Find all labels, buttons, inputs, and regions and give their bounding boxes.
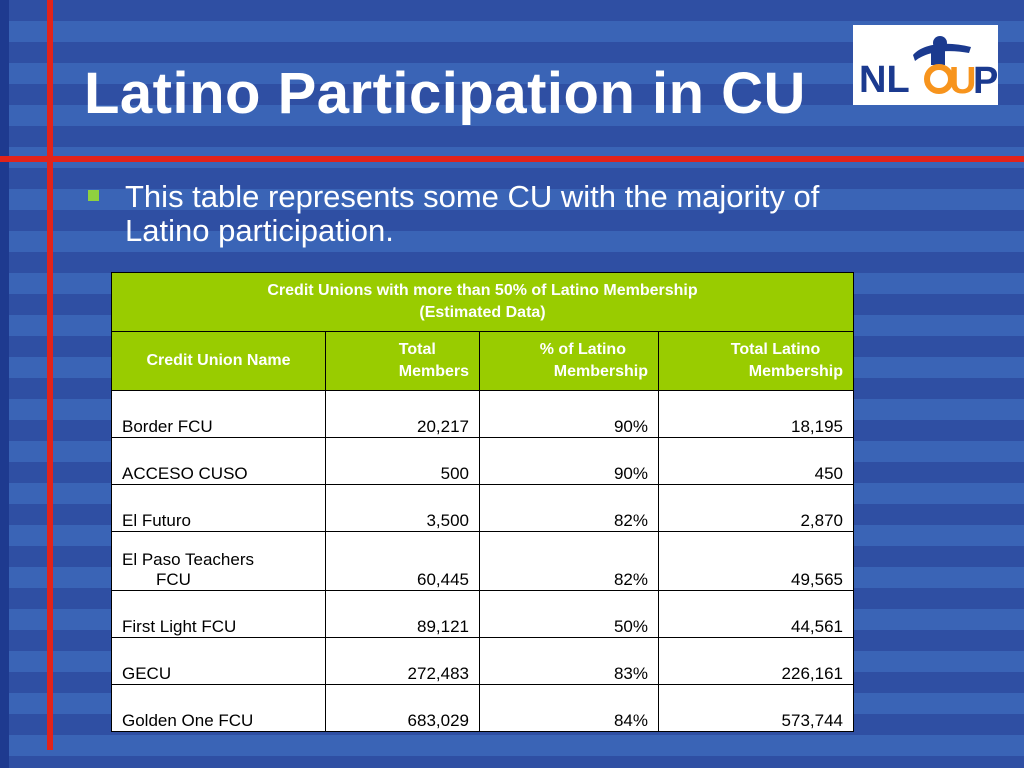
cell-total: 272,483 bbox=[325, 637, 480, 685]
bullet-square-icon bbox=[88, 190, 99, 201]
header-name: Credit Union Name bbox=[111, 331, 326, 391]
row-name-line-1: El Paso Teachers bbox=[122, 550, 254, 569]
table-row: GECU 272,483 83% 226,161 bbox=[111, 637, 854, 685]
cell-total: 3,500 bbox=[325, 484, 480, 532]
cell-name: El Paso Teachers FCU bbox=[111, 531, 326, 591]
cell-total: 683,029 bbox=[325, 684, 480, 732]
header-pct-line-1: % of Latino bbox=[539, 341, 626, 358]
left-edge-stripe bbox=[0, 0, 9, 768]
cell-pct: 83% bbox=[479, 637, 659, 685]
table-row: El Futuro 3,500 82% 2,870 bbox=[111, 484, 854, 532]
table-row: El Paso Teachers FCU 60,445 82% 49,565 bbox=[111, 531, 854, 591]
slide-title: Latino Participation in CU bbox=[84, 61, 806, 126]
header-latino-line-1: Total Latino bbox=[730, 341, 821, 358]
table-row: ACCESO CUSO 500 90% 450 bbox=[111, 437, 854, 485]
cell-name: GECU bbox=[111, 637, 326, 685]
cell-latino: 450 bbox=[658, 437, 854, 485]
table-header-row: Credit Union Name Total Members % of Lati… bbox=[111, 331, 854, 391]
cell-pct: 50% bbox=[479, 590, 659, 638]
cell-latino: 18,195 bbox=[658, 390, 854, 438]
caption-line-1: Credit Unions with more than 50% of Lati… bbox=[267, 282, 698, 299]
cell-pct: 90% bbox=[479, 437, 659, 485]
row-name-line-1: Border FCU bbox=[122, 417, 213, 436]
row-name-line-1: El Futuro bbox=[122, 511, 191, 530]
table-row: Border FCU 20,217 90% 18,195 bbox=[111, 390, 854, 438]
cell-latino: 49,565 bbox=[658, 531, 854, 591]
cell-latino: 226,161 bbox=[658, 637, 854, 685]
cell-pct: 84% bbox=[479, 684, 659, 732]
table-row: Golden One FCU 683,029 84% 573,744 bbox=[111, 684, 854, 732]
red-vertical-rule bbox=[47, 0, 53, 750]
cell-latino: 2,870 bbox=[658, 484, 854, 532]
bullet-item: This table represents some CU with the m… bbox=[88, 180, 908, 248]
cell-latino: 44,561 bbox=[658, 590, 854, 638]
row-name-line-1: ACCESO CUSO bbox=[122, 464, 248, 483]
header-total-line-1: Total bbox=[398, 341, 436, 358]
caption-line-2: (Estimated Data) bbox=[419, 304, 546, 321]
table-row: First Light FCU 89,121 50% 44,561 bbox=[111, 590, 854, 638]
header-total: Total Members bbox=[325, 331, 480, 391]
svg-text:NL: NL bbox=[859, 59, 910, 101]
row-name-line-2: FCU bbox=[156, 570, 191, 589]
credit-union-table: Credit Unions with more than 50% of Lati… bbox=[111, 272, 854, 732]
cell-name: ACCESO CUSO bbox=[111, 437, 326, 485]
table-caption: Credit Unions with more than 50% of Lati… bbox=[111, 272, 854, 332]
bullet-text: This table represents some CU with the m… bbox=[125, 179, 820, 248]
table-caption-row: Credit Unions with more than 50% of Lati… bbox=[111, 272, 854, 332]
header-pct: % of Latino Membership bbox=[479, 331, 659, 391]
cell-pct: 82% bbox=[479, 531, 659, 591]
cell-total: 20,217 bbox=[325, 390, 480, 438]
nlcup-logo: NL U P bbox=[853, 25, 998, 105]
cell-pct: 82% bbox=[479, 484, 659, 532]
header-latino-line-2: Membership bbox=[748, 363, 843, 380]
header-pct-line-2: Membership bbox=[553, 363, 648, 380]
cell-name: First Light FCU bbox=[111, 590, 326, 638]
header-name-text: Credit Union Name bbox=[146, 352, 291, 369]
cell-latino: 573,744 bbox=[658, 684, 854, 732]
table-body: Border FCU 20,217 90% 18,195 ACCESO CUSO 500 9… bbox=[111, 390, 854, 732]
header-latino: Total Latino Membership bbox=[658, 331, 854, 391]
red-horizontal-rule bbox=[0, 156, 1024, 162]
header-total-line-2: Members bbox=[398, 363, 469, 380]
cell-pct: 90% bbox=[479, 390, 659, 438]
cell-name: El Futuro bbox=[111, 484, 326, 532]
svg-text:U: U bbox=[949, 60, 976, 102]
cell-total: 60,445 bbox=[325, 531, 480, 591]
cell-name: Golden One FCU bbox=[111, 684, 326, 732]
svg-text:P: P bbox=[973, 60, 998, 102]
cell-total: 89,121 bbox=[325, 590, 480, 638]
cell-total: 500 bbox=[325, 437, 480, 485]
row-name-line-1: Golden One FCU bbox=[122, 711, 254, 730]
row-name-line-1: GECU bbox=[122, 664, 172, 683]
cell-name: Border FCU bbox=[111, 390, 326, 438]
row-name-line-1: First Light FCU bbox=[122, 617, 237, 636]
